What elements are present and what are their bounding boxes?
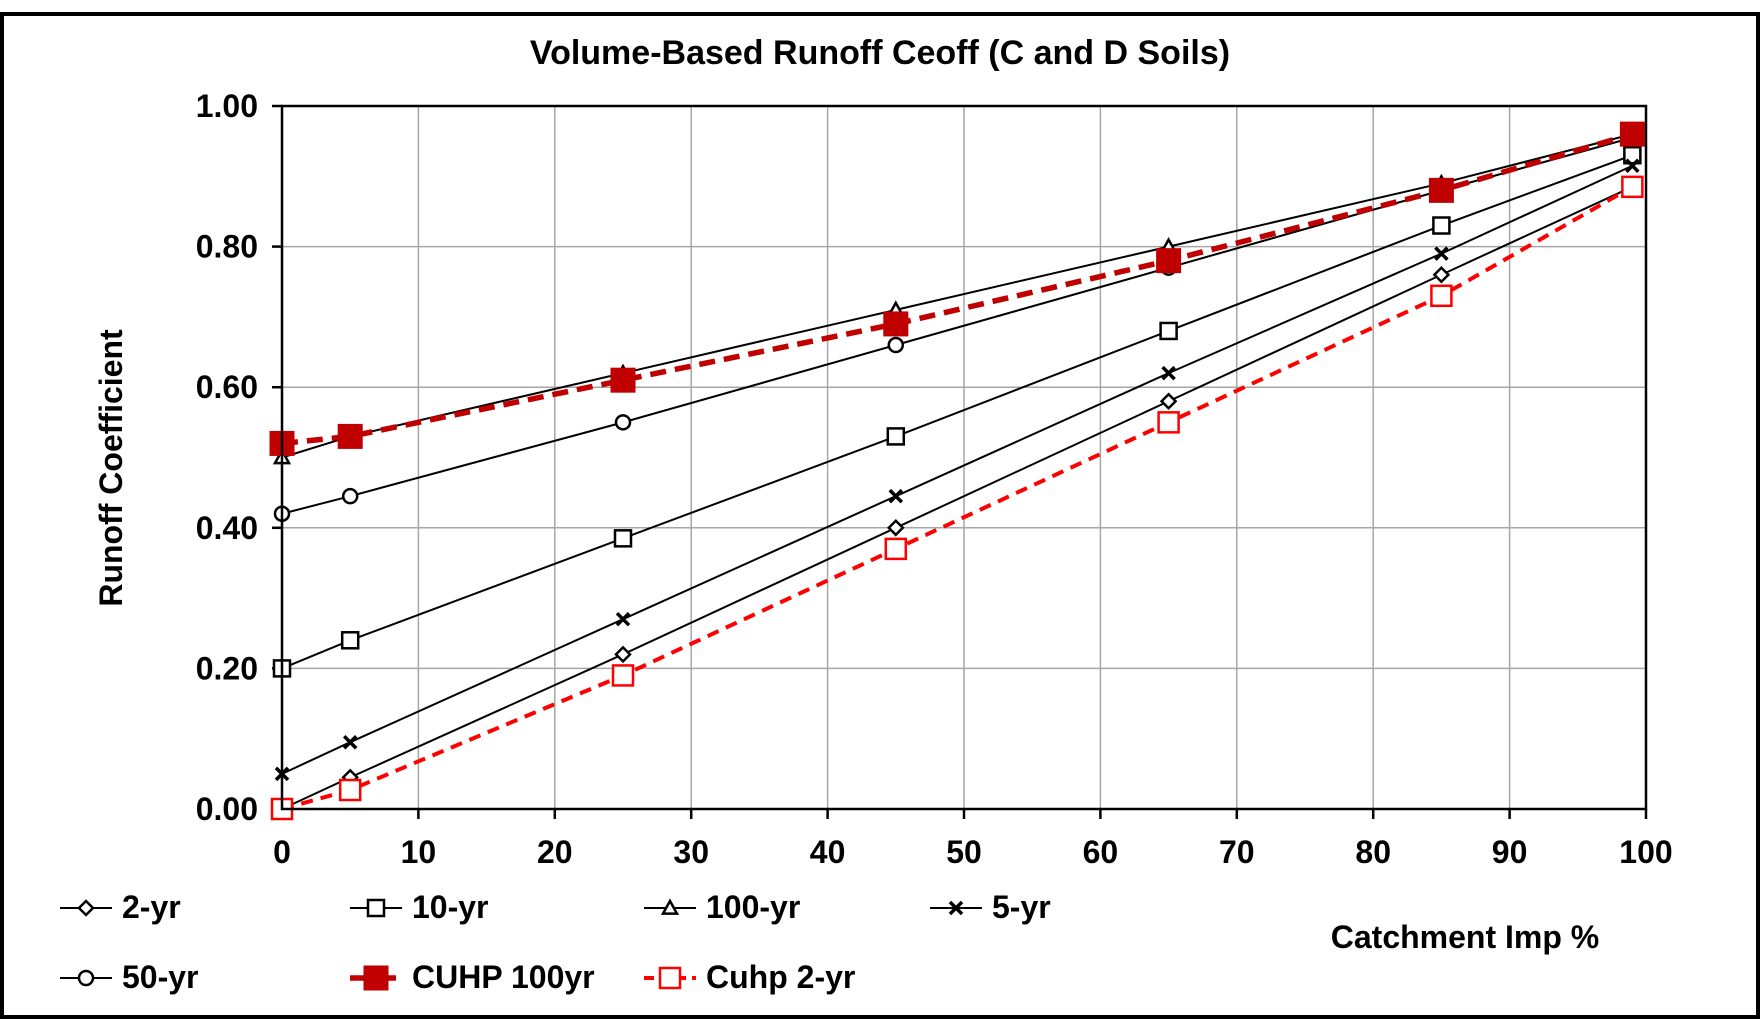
data-point <box>1430 284 1453 308</box>
x-tick-label: 40 <box>810 834 846 870</box>
data-point <box>342 734 358 750</box>
data-point <box>660 898 680 915</box>
x-axis-label: Catchment Imp % <box>1331 919 1599 955</box>
legend-item: 10-yr <box>350 889 489 925</box>
data-point <box>1623 145 1642 165</box>
series-cuhp-100yr <box>269 121 1645 456</box>
x-tick-label: 0 <box>273 834 291 870</box>
series-2-yr <box>273 178 1642 818</box>
data-point <box>887 336 905 354</box>
legend-label: 2-yr <box>122 889 181 925</box>
data-point <box>948 900 964 916</box>
data-point <box>341 487 359 505</box>
data-point <box>888 488 904 504</box>
data-point <box>613 529 633 548</box>
data-point <box>77 969 95 987</box>
legend-item: Cuhp 2-yr <box>644 959 855 995</box>
x-tick-label: 70 <box>1219 834 1255 870</box>
y-axis-ticks: 0.00 0.20 0.40 0.60 0.80 1.00 <box>196 88 282 827</box>
chart-title: Volume-Based Runoff Ceoff (C and D Soils… <box>530 34 1230 72</box>
data-point <box>614 645 632 664</box>
data-point <box>610 367 636 393</box>
y-tick-label: 0.20 <box>196 650 258 686</box>
data-point <box>1428 177 1454 203</box>
data-point <box>1157 411 1180 434</box>
data-point <box>1621 175 1644 199</box>
x-tick-label: 20 <box>537 834 573 870</box>
series-10-yr <box>272 145 1642 678</box>
y-tick-label: 0.00 <box>196 791 258 827</box>
legend-label: CUHP 100yr <box>412 959 595 995</box>
y-tick-label: 0.80 <box>196 229 258 265</box>
data-point <box>1619 121 1645 147</box>
legend-label: Cuhp 2-yr <box>706 959 855 995</box>
data-point <box>1625 158 1640 173</box>
x-tick-label: 30 <box>673 834 709 870</box>
legend-item: CUHP 100yr <box>350 959 595 995</box>
data-point <box>338 778 362 802</box>
legend-item: 100-yr <box>644 889 800 925</box>
data-point <box>1156 248 1182 274</box>
legend-item: 5-yr <box>930 889 1051 925</box>
x-tick-label: 80 <box>1355 834 1391 870</box>
series-cuhp-2-yr <box>270 175 1644 821</box>
data-point <box>77 899 95 917</box>
legend-label: 100-yr <box>706 889 800 925</box>
legend-label: 50-yr <box>122 959 199 995</box>
legend-item: 2-yr <box>60 889 181 925</box>
data-point <box>658 966 682 990</box>
data-point <box>366 898 386 918</box>
data-point <box>886 427 906 446</box>
y-tick-label: 1.00 <box>196 88 258 124</box>
data-point <box>1432 216 1451 235</box>
data-point <box>1159 321 1178 341</box>
data-point <box>337 423 363 449</box>
y-tick-label: 0.40 <box>196 510 258 546</box>
x-tick-label: 50 <box>946 834 982 870</box>
legend-label: 10-yr <box>412 889 489 925</box>
legend-label: 5-yr <box>992 889 1051 925</box>
y-tick-label: 0.60 <box>196 369 258 405</box>
x-tick-label: 10 <box>401 834 437 870</box>
legend-item: 50-yr <box>60 959 199 995</box>
data-point <box>1434 246 1449 261</box>
data-point <box>883 311 909 337</box>
data-point <box>884 537 908 561</box>
series-lines <box>269 121 1645 821</box>
data-point <box>615 611 631 627</box>
data-point <box>614 414 632 431</box>
data-point <box>1159 392 1178 411</box>
x-axis-ticks: 0 10 20 30 40 50 60 70 80 90 100 <box>273 809 1673 870</box>
plot-area-border <box>280 104 1648 811</box>
x-tick-label: 100 <box>1619 834 1672 870</box>
x-tick-label: 60 <box>1083 834 1119 870</box>
x-tick-label: 90 <box>1492 834 1528 870</box>
data-point <box>363 965 389 991</box>
data-point <box>887 519 905 537</box>
legend: 2-yr 10-yr 100-yr 5-yr 50-yr CUHP 100yr Cuhp 2… <box>60 889 1051 995</box>
data-point <box>1161 365 1176 381</box>
data-point <box>611 664 635 687</box>
data-point <box>1432 265 1451 284</box>
y-axis-label: Runoff Coefficient <box>93 329 129 607</box>
data-point <box>340 631 360 650</box>
